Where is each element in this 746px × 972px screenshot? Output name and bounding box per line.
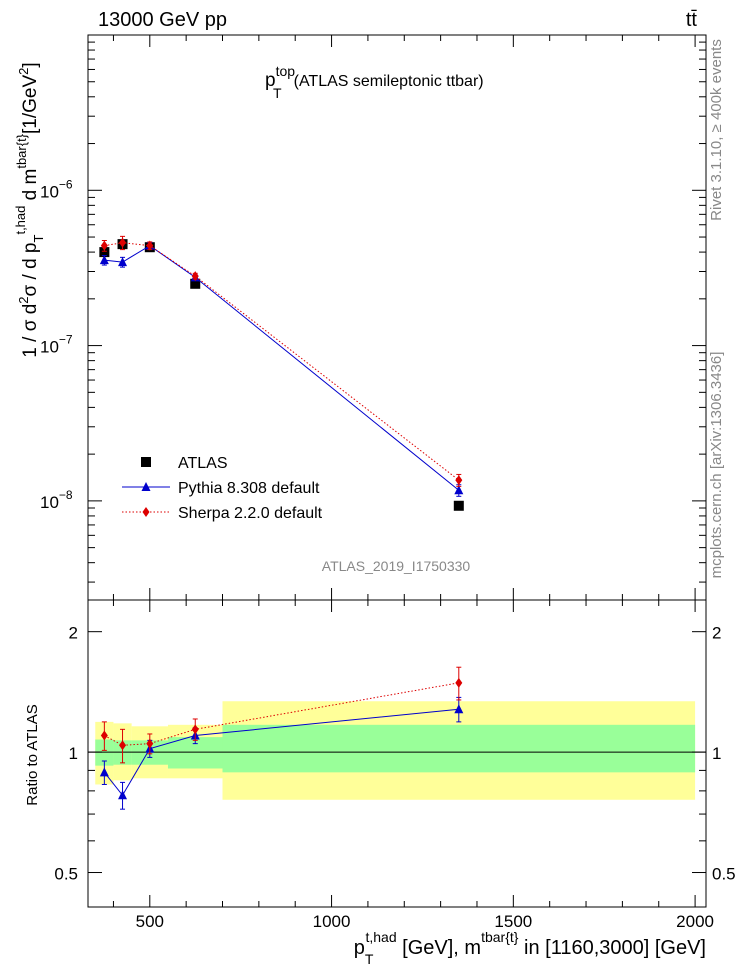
x-tick-label: 2000 [676,912,714,931]
uncertainty-band-inner [222,724,696,773]
legend: ATLAS Pythia 8.308 default Sherpa 2.2.0 de… [122,455,323,522]
data-point-sherpa [146,240,154,251]
y-axis-label-main: 1 / σ d2σ / d pTt,had d mtbar{t}[1/GeV2] [13,62,46,357]
legend-marker [141,457,151,467]
ratio-point-pythia [454,704,464,714]
legend-label: Sherpa 2.2.0 default [178,505,323,522]
series-line-sherpa [104,242,460,481]
analysis-id: ATLAS_2019_I1750330 [322,558,471,574]
data-point-atlas [190,278,201,289]
data-point-sherpa [119,237,127,248]
series-line-pythia [104,245,460,491]
data-point-atlas [99,247,110,258]
plot-title: ptop T(ATLAS semileptonic ttbar) [265,63,484,101]
x-tick-label: 1000 [313,912,351,931]
data-point-sherpa [100,240,108,251]
ratio-y-tick-label: 0.5 [54,865,78,884]
legend-label: Pythia 8.308 default [178,480,320,497]
data-point-pythia [118,257,128,267]
ratio-frame [87,599,707,908]
y-axis-label-ratio: Ratio to ATLAS [24,704,41,805]
legend-label: ATLAS [178,455,228,472]
mcplots-label: mcplots.cern.ch [arXiv:1306.3436] [708,352,725,579]
ratio-point-sherpa [100,730,108,741]
ratio-point-sherpa [455,677,463,688]
ratio-point-sherpa [191,724,199,735]
ratio-y-tick-label-right: 2 [712,624,721,643]
ratio-y-tick-label: 2 [69,624,78,643]
ratio-point-sherpa [119,740,127,751]
y-tick-label: 10−8 [40,488,73,512]
ratio-point-pythia [118,790,128,800]
data-point-atlas [453,500,464,511]
ratio-y-tick-label: 1 [69,744,78,763]
header-right: tt̄ [686,9,698,31]
x-axis-label: pTt,had [GeV], mtbar{t} in [1160,3000] [… [354,929,706,967]
ratio-point-pythia [99,767,109,777]
data-point-sherpa [191,271,199,282]
ratio-y-tick-label-right: 1 [712,744,721,763]
x-tick-label: 1500 [494,912,532,931]
y-tick-label: 10−6 [40,177,73,201]
x-tick-label: 500 [136,912,164,931]
data-point-pythia [454,485,464,495]
legend-marker [142,507,150,517]
ratio-y-tick-label-right: 0.5 [712,865,736,884]
legend-marker [141,482,151,491]
data-point-pythia [99,255,109,265]
data-point-sherpa [455,475,463,486]
y-tick-label: 10−7 [40,333,73,357]
header-left: 13000 GeV pp [98,9,227,31]
ratio-point-sherpa [146,738,154,749]
rivet-label: Rivet 3.1.10, ≥ 400k events [708,39,725,221]
